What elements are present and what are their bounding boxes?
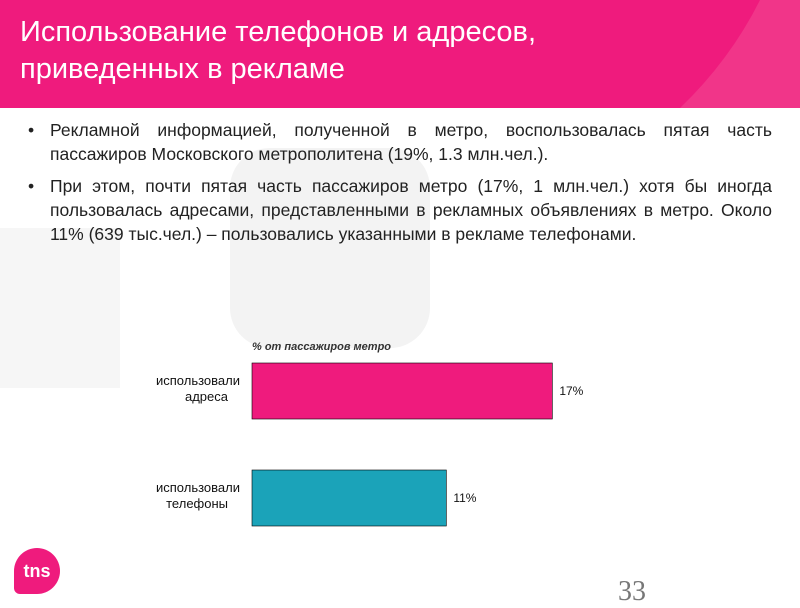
- title-line-2: приведенных в рекламе: [20, 53, 345, 85]
- bullet-item: • Рекламной информацией, полученной в ме…: [28, 118, 772, 166]
- title-line-1: Использование телефонов и адресов,: [20, 16, 537, 48]
- category-label: телефоны: [166, 496, 228, 511]
- tns-logo: tns: [14, 548, 60, 594]
- bullet-item: • При этом, почти пятая часть пассажиров…: [28, 174, 772, 246]
- chart-title: % от пассажиров метро: [252, 341, 391, 353]
- bar: [251, 469, 447, 527]
- slide-title: Использование телефонов и адресов, приве…: [20, 14, 720, 88]
- bullet-text: При этом, почти пятая часть пассажиров м…: [50, 176, 772, 244]
- category-label: использовали: [156, 373, 240, 388]
- data-label: 11%: [453, 491, 476, 505]
- bullet-marker: •: [28, 176, 35, 196]
- header-fold-decoration: [680, 0, 800, 108]
- bullet-text: Рекламной информацией, полученной в метр…: [50, 120, 772, 164]
- bar: [251, 362, 553, 420]
- tagline: the sixth sense of business™: [588, 577, 745, 591]
- data-label: 17%: [559, 384, 583, 398]
- category-label: использовали: [156, 480, 240, 495]
- slide-header: [0, 0, 800, 108]
- bar-chart: % от пассажиров метро17%использовалиадре…: [156, 341, 584, 527]
- bullet-list: • Рекламной информацией, полученной в ме…: [28, 118, 772, 254]
- category-label: адреса: [185, 389, 229, 404]
- page-number: 33: [618, 576, 646, 607]
- bullet-marker: •: [28, 120, 35, 140]
- background-decoration: [0, 148, 430, 388]
